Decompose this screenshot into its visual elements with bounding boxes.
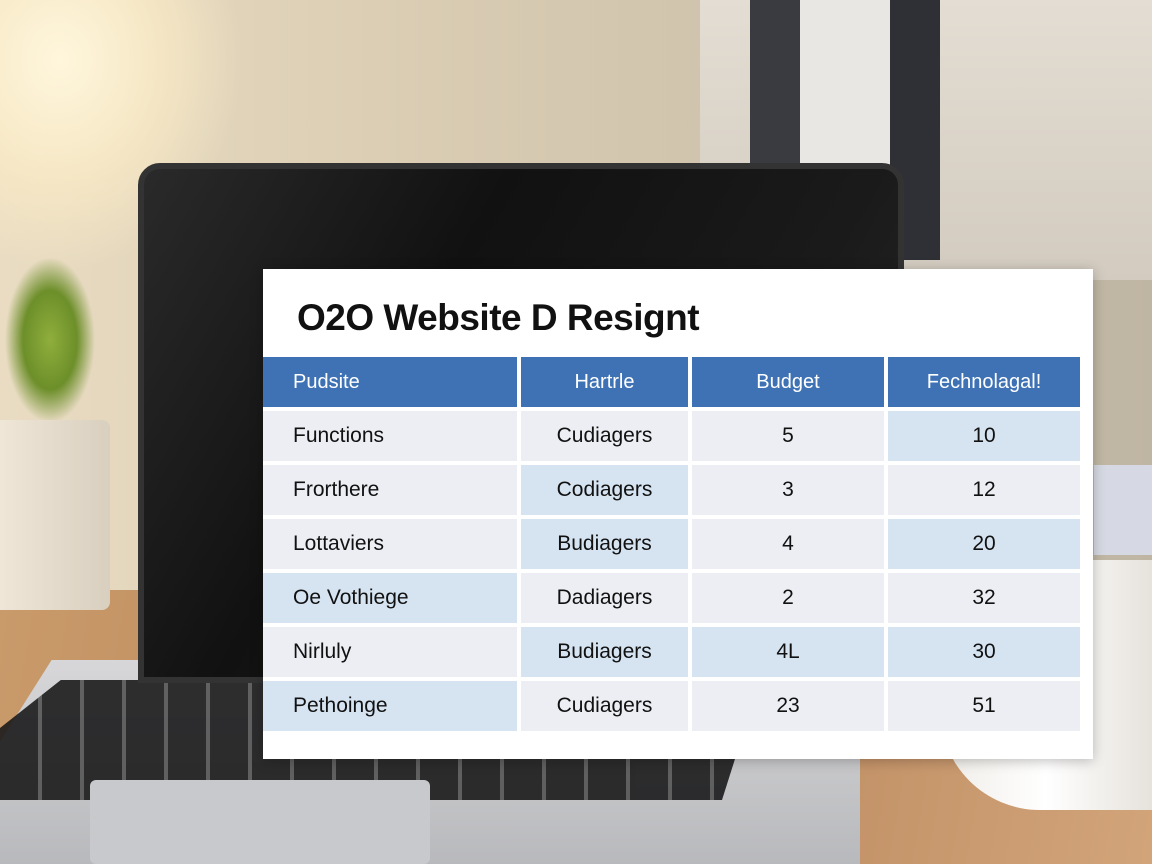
table-cell: Lottaviers [263, 519, 517, 569]
table-cell: 20 [888, 519, 1080, 569]
table-row: Nirluly Budiagers 4L 30 [263, 627, 1080, 677]
table-cell: Functions [263, 411, 517, 461]
table-cell: 32 [888, 573, 1080, 623]
table-cell: 23 [692, 681, 884, 731]
table-cell: 3 [692, 465, 884, 515]
table-cell: Cudiagers [521, 411, 688, 461]
table-cell: 2 [692, 573, 884, 623]
table-row: Lottaviers Budiagers 4 20 [263, 519, 1080, 569]
plant-pot [0, 420, 110, 610]
plant [0, 220, 120, 440]
table-cell: Frorthere [263, 465, 517, 515]
table-cell: 4L [692, 627, 884, 677]
paper [1094, 465, 1152, 555]
data-table: Pudsite Hartrle Budget Fechnolagal! Func… [259, 353, 1084, 735]
table-cell: Cudiagers [521, 681, 688, 731]
column-header: Hartrle [521, 357, 688, 407]
table-card: O2O Website D Resignt Pudsite Hartrle Bu… [263, 269, 1093, 759]
table-cell: Codiagers [521, 465, 688, 515]
card-title: O2O Website D Resignt [297, 297, 700, 338]
table-row: Frorthere Codiagers 3 12 [263, 465, 1080, 515]
table-cell: Oe Vothiege [263, 573, 517, 623]
table-cell: Budiagers [521, 519, 688, 569]
table-cell: Nirluly [263, 627, 517, 677]
table-cell: 12 [888, 465, 1080, 515]
table-cell: Budiagers [521, 627, 688, 677]
table-cell: Pethoinge [263, 681, 517, 731]
trackpad [90, 780, 430, 864]
table-cell: 4 [692, 519, 884, 569]
column-header: Fechnolagal! [888, 357, 1080, 407]
column-header: Budget [692, 357, 884, 407]
table-row: Functions Cudiagers 5 10 [263, 411, 1080, 461]
table-cell: 51 [888, 681, 1080, 731]
table-cell: Dadiagers [521, 573, 688, 623]
table-cell: 10 [888, 411, 1080, 461]
header-row: Pudsite Hartrle Budget Fechnolagal! [263, 357, 1080, 407]
column-header: Pudsite [263, 357, 517, 407]
table-cell: 5 [692, 411, 884, 461]
table-row: Pethoinge Cudiagers 23 51 [263, 681, 1080, 731]
table-cell: 30 [888, 627, 1080, 677]
table-row: Oe Vothiege Dadiagers 2 32 [263, 573, 1080, 623]
